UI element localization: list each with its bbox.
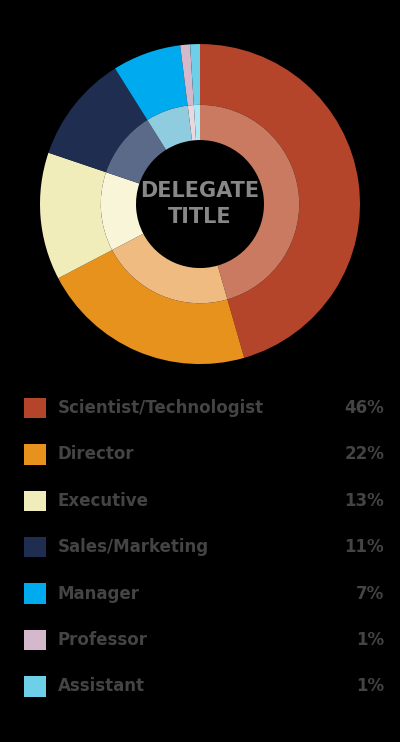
Wedge shape	[106, 120, 166, 183]
FancyBboxPatch shape	[24, 583, 46, 604]
Wedge shape	[190, 44, 200, 105]
Text: Director: Director	[58, 445, 135, 464]
Text: 13%: 13%	[344, 492, 384, 510]
Wedge shape	[180, 45, 194, 105]
Text: Executive: Executive	[58, 492, 149, 510]
Text: DELEGATE
TITLE: DELEGATE TITLE	[140, 181, 260, 227]
FancyBboxPatch shape	[24, 676, 46, 697]
FancyBboxPatch shape	[24, 398, 46, 418]
Text: 46%: 46%	[344, 399, 384, 417]
Text: 7%: 7%	[356, 585, 384, 603]
Wedge shape	[188, 105, 196, 140]
Text: Sales/Marketing: Sales/Marketing	[58, 538, 209, 556]
Text: 1%: 1%	[356, 677, 384, 695]
Wedge shape	[200, 44, 360, 358]
Wedge shape	[194, 105, 200, 140]
Wedge shape	[115, 45, 188, 120]
Wedge shape	[48, 68, 147, 172]
Text: Professor: Professor	[58, 631, 148, 649]
Text: 1%: 1%	[356, 631, 384, 649]
Wedge shape	[112, 234, 228, 303]
Wedge shape	[200, 105, 299, 299]
Wedge shape	[40, 153, 112, 278]
Wedge shape	[58, 250, 244, 364]
FancyBboxPatch shape	[24, 630, 46, 650]
Text: Manager: Manager	[58, 585, 140, 603]
Wedge shape	[101, 172, 143, 250]
Text: 11%: 11%	[344, 538, 384, 556]
Text: Assistant: Assistant	[58, 677, 145, 695]
FancyBboxPatch shape	[24, 490, 46, 511]
Text: Scientist/Technologist: Scientist/Technologist	[58, 399, 264, 417]
Wedge shape	[147, 105, 192, 150]
Text: 22%: 22%	[344, 445, 384, 464]
FancyBboxPatch shape	[24, 537, 46, 557]
FancyBboxPatch shape	[24, 444, 46, 464]
